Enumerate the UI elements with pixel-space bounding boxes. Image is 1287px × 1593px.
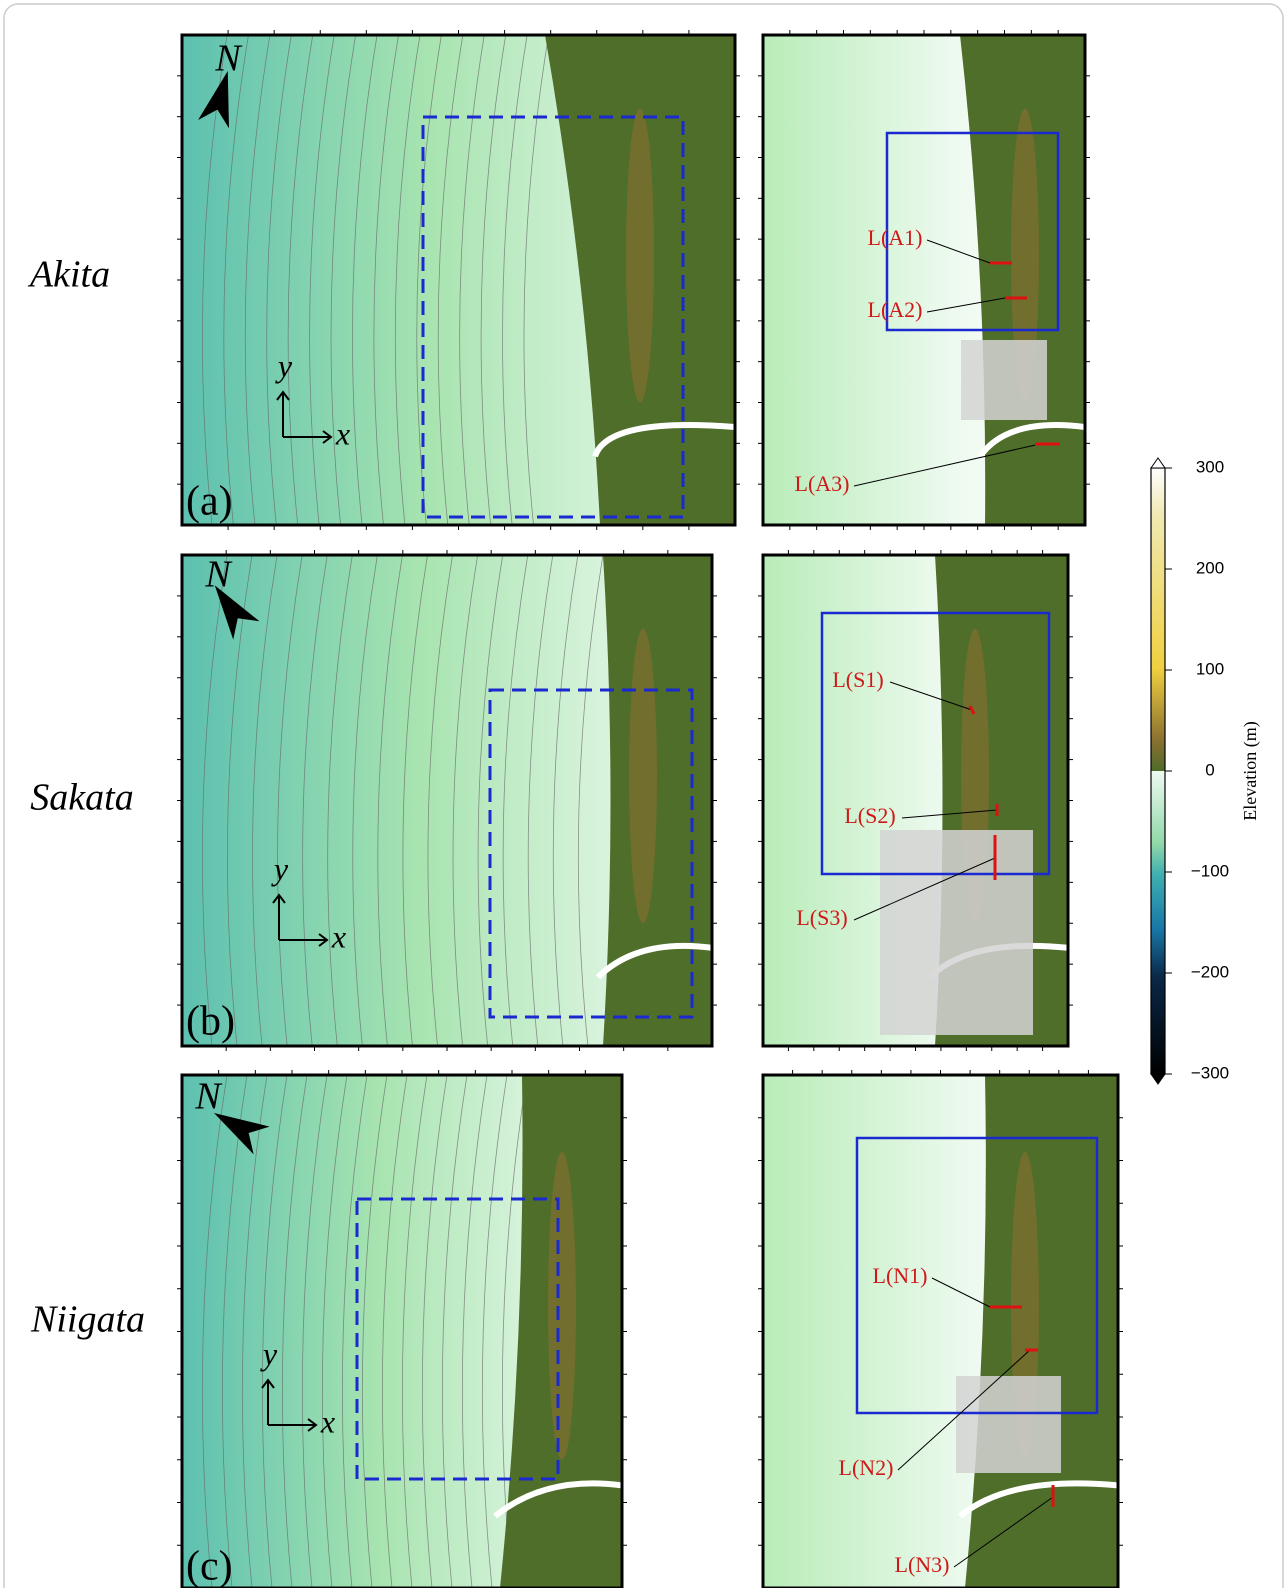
highland	[548, 1152, 576, 1460]
map-body	[182, 35, 735, 525]
map-body	[182, 555, 712, 1046]
colorbar-tick-label: 100	[1196, 659, 1224, 678]
north-label: N	[204, 554, 233, 596]
colorbar-tick-label: 0	[1205, 760, 1214, 779]
land	[603, 555, 712, 1046]
detail-map: L(N1) L(N2) L(N3)	[758, 1070, 1123, 1588]
transect-label: L(A3)	[795, 471, 850, 496]
transect-label: L(A2)	[868, 297, 923, 322]
axis-x-label: x	[331, 918, 346, 954]
map-body	[763, 35, 1085, 525]
north-label: N	[214, 38, 243, 80]
panel-label: (a)	[186, 479, 233, 525]
shaded-area	[956, 1376, 1061, 1473]
axis-x-label: x	[335, 415, 350, 451]
transect-label: L(N2)	[839, 1455, 894, 1480]
land	[965, 1075, 1118, 1588]
site-name: Niigata	[30, 1299, 145, 1341]
colorbar-cap	[1151, 458, 1165, 468]
colorbar-cap	[1151, 1074, 1165, 1084]
colorbar-tick-label: 200	[1196, 558, 1224, 577]
colorbar-tick-label: 300	[1196, 457, 1224, 476]
overview-map: Ny x (c)	[177, 1070, 627, 1588]
shaded-area	[961, 340, 1047, 420]
axis-y-label: y	[271, 850, 289, 886]
axis-y-label: y	[275, 347, 293, 383]
north-label: N	[194, 1076, 223, 1118]
colorbar	[1151, 468, 1165, 1074]
detail-map: L(S1) L(S2) L(S3)	[758, 550, 1073, 1051]
figure: Akita Ny x (a) L(A1) L(A2) L(A3) Sakata Ny x (b) L(…	[0, 0, 1287, 1588]
site-name: Sakata	[30, 777, 133, 819]
map-body	[182, 1075, 622, 1588]
colorbar-label: Elevation (m)	[1240, 721, 1261, 820]
shaded-area	[880, 830, 1033, 1035]
colorbar-tick-label: −300	[1191, 1063, 1229, 1082]
transect-label: L(N3)	[895, 1552, 950, 1577]
site-name: Akita	[27, 254, 110, 296]
overview-map: Ny x (a)	[177, 30, 740, 530]
colorbar-tick-label: −100	[1191, 861, 1229, 880]
colorbar-tick-label: −200	[1191, 962, 1229, 981]
highland	[629, 629, 657, 924]
detail-map: L(A1) L(A2) L(A3)	[758, 30, 1090, 530]
axis-y-label: y	[260, 1335, 278, 1371]
transect-label: L(A1)	[868, 225, 923, 250]
panel-label: (c)	[186, 1544, 233, 1588]
transect-label: L(S3)	[796, 905, 847, 930]
transect-label: L(S1)	[832, 667, 883, 692]
panel-label: (b)	[186, 999, 235, 1045]
transect-label: L(S2)	[844, 803, 895, 828]
highland	[626, 109, 654, 403]
transect-label: L(N1)	[873, 1263, 928, 1288]
axis-x-label: x	[320, 1403, 335, 1439]
map-body	[763, 1075, 1118, 1588]
overview-map: Ny x (b)	[177, 550, 717, 1051]
